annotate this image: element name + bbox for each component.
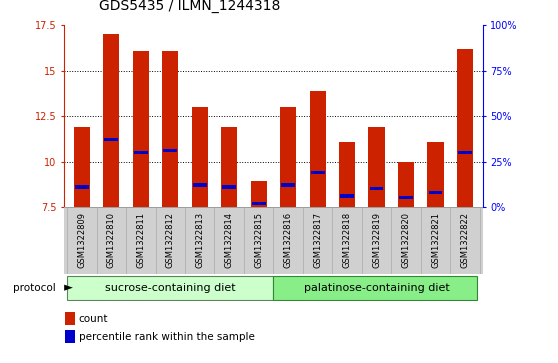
Bar	[251, 182, 267, 207]
Text: GSM1322813: GSM1322813	[195, 212, 204, 268]
Text: percentile rank within the sample: percentile rank within the sample	[79, 332, 254, 342]
Bar	[67, 276, 273, 300]
Bar	[399, 196, 413, 199]
Bar	[163, 149, 177, 152]
Text: sucrose-containing diet: sucrose-containing diet	[105, 283, 235, 293]
Text: GSM1322821: GSM1322821	[431, 212, 440, 268]
Text: count: count	[79, 314, 108, 323]
Text: GSM1322811: GSM1322811	[136, 212, 145, 268]
Bar	[273, 276, 477, 300]
Text: GSM1322818: GSM1322818	[343, 212, 352, 268]
Text: GSM1322819: GSM1322819	[372, 212, 381, 268]
Bar	[340, 194, 354, 197]
Bar	[65, 330, 75, 343]
Bar	[162, 51, 179, 207]
Bar	[193, 183, 206, 187]
Text: protocol: protocol	[13, 283, 56, 293]
Text: GSM1322816: GSM1322816	[283, 212, 292, 268]
Text: GSM1322817: GSM1322817	[313, 212, 322, 268]
Bar	[311, 171, 325, 174]
Bar	[429, 191, 442, 194]
Bar	[74, 127, 90, 207]
Bar	[280, 107, 296, 207]
Bar	[457, 49, 473, 207]
Text: GSM1322820: GSM1322820	[402, 212, 411, 268]
Polygon shape	[64, 285, 73, 291]
Bar	[191, 107, 208, 207]
Text: GSM1322809: GSM1322809	[78, 212, 86, 268]
Text: GSM1322815: GSM1322815	[254, 212, 263, 268]
Text: GSM1322812: GSM1322812	[166, 212, 175, 268]
Text: palatinose-containing diet: palatinose-containing diet	[304, 283, 449, 293]
Bar	[75, 185, 89, 188]
Bar	[134, 151, 148, 154]
Text: GSM1322810: GSM1322810	[107, 212, 116, 268]
Text: GSM1322814: GSM1322814	[225, 212, 234, 268]
Bar	[104, 138, 118, 141]
Bar	[103, 34, 119, 207]
Bar	[458, 151, 472, 154]
Text: GDS5435 / ILMN_1244318: GDS5435 / ILMN_1244318	[99, 0, 281, 13]
Bar	[221, 127, 237, 207]
Bar	[370, 187, 383, 190]
Bar	[252, 201, 266, 205]
Bar	[133, 51, 149, 207]
Bar	[65, 312, 75, 325]
Bar	[398, 162, 414, 207]
Bar	[427, 142, 444, 207]
Bar	[281, 183, 295, 187]
Bar	[222, 185, 236, 188]
Bar	[310, 91, 326, 207]
Text: GSM1322822: GSM1322822	[460, 212, 469, 268]
Bar	[368, 127, 384, 207]
Bar	[339, 142, 355, 207]
